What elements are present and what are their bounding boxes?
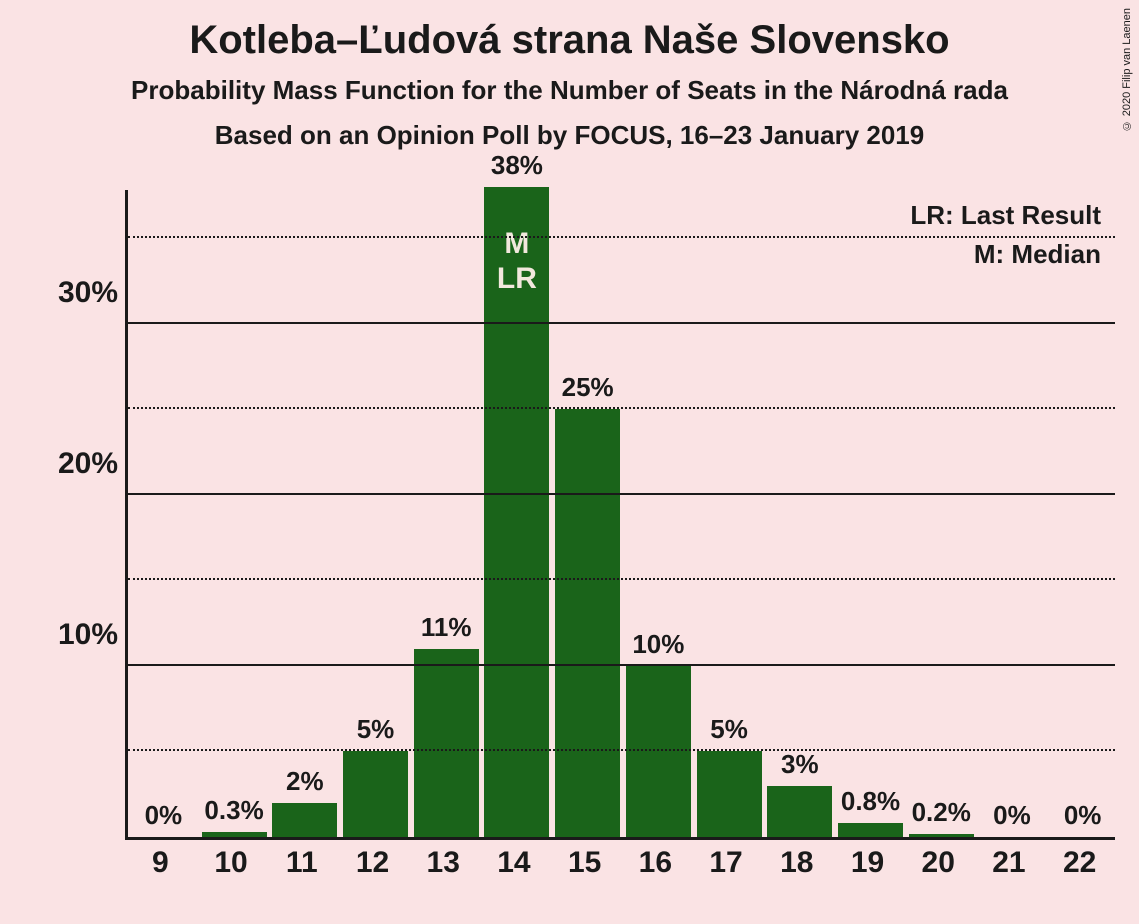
bar: 3%	[767, 786, 832, 837]
gridline-major	[128, 322, 1115, 324]
bar: 0.8%	[838, 823, 903, 837]
bar-value-label: 0%	[979, 800, 1044, 831]
bar-value-label: 0.2%	[909, 797, 974, 828]
x-axis-tick-label: 12	[356, 846, 389, 880]
y-axis-tick-label: 30%	[58, 276, 118, 310]
x-axis-tick-label: 13	[427, 846, 460, 880]
x-axis-tick-label: 11	[286, 846, 318, 880]
gridline-minor	[128, 236, 1115, 238]
x-axis-tick-label: 14	[497, 846, 530, 880]
x-axis-tick-label: 9	[152, 846, 169, 880]
chart-title: Kotleba–Ľudová strana Naše Slovensko	[0, 0, 1139, 63]
y-axis-tick-label: 10%	[58, 618, 118, 652]
chart-subtitle-1: Probability Mass Function for the Number…	[0, 75, 1139, 106]
bar-value-label: 5%	[697, 714, 762, 745]
x-axis-tick-label: 20	[922, 846, 955, 880]
plot-region: LR: Last Result M: Median 0%0.3%2%5%11%3…	[125, 190, 1115, 840]
bar: 5%	[697, 751, 762, 837]
chart-area: LR: Last Result M: Median 0%0.3%2%5%11%3…	[30, 190, 1120, 910]
x-axis-tick-label: 22	[1063, 846, 1096, 880]
gridline-minor	[128, 749, 1115, 751]
bar: 5%	[343, 751, 408, 837]
bar-value-label: 11%	[414, 612, 479, 643]
bar-value-label: 2%	[272, 766, 337, 797]
gridline-minor	[128, 578, 1115, 580]
x-axis-tick-label: 17	[709, 846, 742, 880]
bar-value-label: 10%	[626, 629, 691, 660]
bar: 38%MLR	[484, 187, 549, 837]
gridline-minor	[128, 407, 1115, 409]
bar: 25%	[555, 409, 620, 837]
bar: 2%	[272, 803, 337, 837]
x-axis-tick-label: 21	[992, 846, 1025, 880]
bar-value-label: 25%	[555, 372, 620, 403]
x-axis-tick-label: 15	[568, 846, 601, 880]
chart-subtitle-2: Based on an Opinion Poll by FOCUS, 16–23…	[0, 120, 1139, 151]
gridline-major	[128, 493, 1115, 495]
x-axis-tick-label: 18	[780, 846, 813, 880]
bar: 0.2%	[909, 834, 974, 837]
x-axis-tick-label: 10	[214, 846, 247, 880]
gridline-major	[128, 664, 1115, 666]
bar-value-label: 3%	[767, 749, 832, 780]
copyright-notice: © 2020 Filip van Laenen	[1121, 8, 1133, 131]
bar-value-label: 0.8%	[838, 786, 903, 817]
y-axis-tick-label: 20%	[58, 447, 118, 481]
bar-value-label: 0%	[131, 800, 196, 831]
x-axis-tick-label: 19	[851, 846, 884, 880]
bar-value-label: 38%	[484, 150, 549, 181]
bar-value-label: 5%	[343, 714, 408, 745]
bar: 11%	[414, 649, 479, 837]
bar: 0.3%	[202, 832, 267, 837]
bar-value-label: 0%	[1050, 800, 1115, 831]
bar-value-label: 0.3%	[202, 795, 267, 826]
x-axis-tick-label: 16	[639, 846, 672, 880]
bars-container: 0%0.3%2%5%11%38%MLR25%10%5%3%0.8%0.2%0%0…	[128, 190, 1115, 837]
